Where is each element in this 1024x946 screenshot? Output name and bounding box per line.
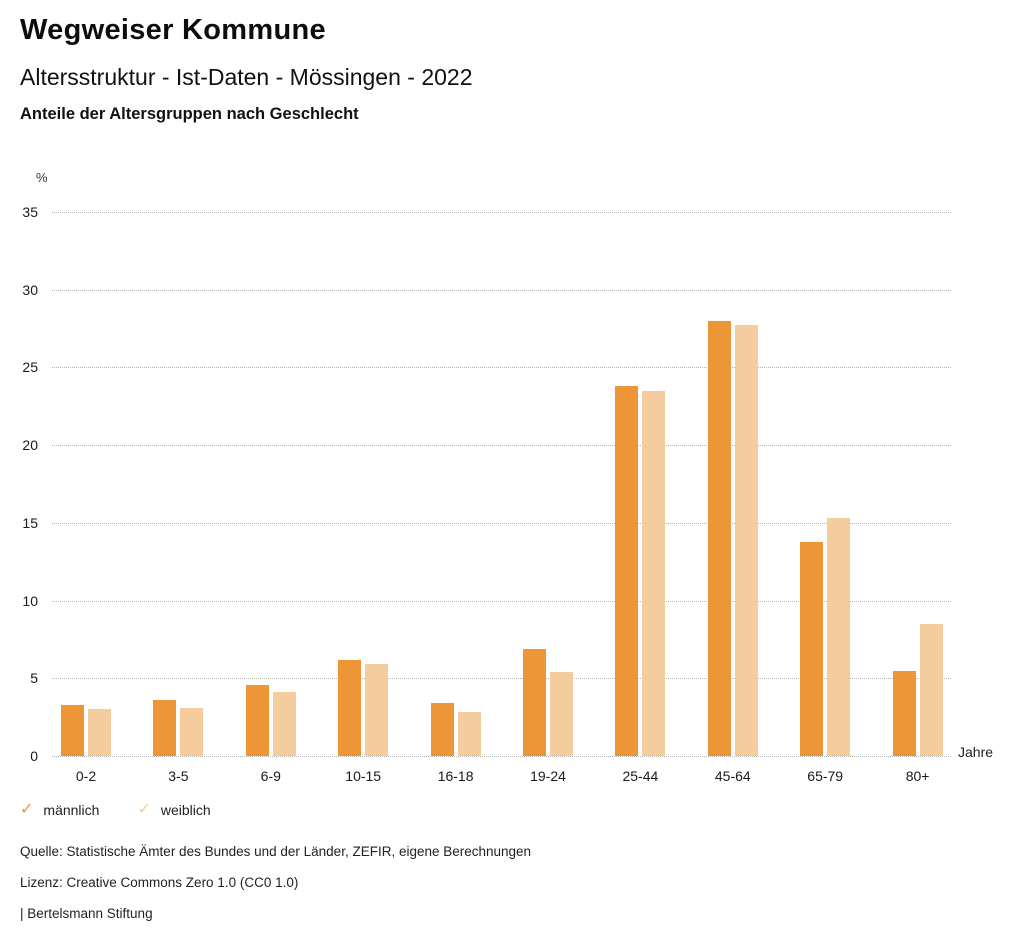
chart-subtitle: Altersstruktur - Ist-Daten - Mössingen -… <box>20 64 473 90</box>
bar-männlich-3-5[interactable] <box>153 700 177 756</box>
bar-männlich-25-44[interactable] <box>615 386 639 756</box>
y-axis-tick-label: 30 <box>22 281 38 298</box>
license-note: Lizenz: Creative Commons Zero 1.0 (CC0 1… <box>20 875 299 890</box>
bar-weiblich-3-5[interactable] <box>180 707 204 756</box>
bar-männlich-45-64[interactable] <box>707 320 731 756</box>
x-axis-category-label: 3-5 <box>168 768 189 784</box>
x-axis-category-label: 6-9 <box>260 768 281 784</box>
bar-männlich-16-18[interactable] <box>430 703 454 756</box>
gridline <box>52 212 951 213</box>
publisher-note: | Bertelsmann Stiftung <box>20 906 153 921</box>
app-title: Wegweiser Kommune <box>20 14 326 46</box>
x-axis-category-label: 16-18 <box>437 768 474 784</box>
legend-item-maennlich[interactable]: ✓ männlich <box>20 801 100 819</box>
checkmark-icon: ✓ <box>20 801 34 818</box>
y-axis-tick-label: 35 <box>22 204 38 220</box>
bar-weiblich-10-15[interactable] <box>365 664 389 756</box>
gridline <box>52 678 951 680</box>
bar-weiblich-6-9[interactable] <box>272 692 296 756</box>
y-axis-tick-label: 20 <box>22 437 38 454</box>
x-axis-category-label: 0-2 <box>75 768 97 784</box>
legend-label-weiblich: weiblich <box>160 802 211 818</box>
x-axis-category-label: 19-24 <box>530 768 566 784</box>
gridline <box>52 367 951 369</box>
bar-männlich-0-2[interactable] <box>61 704 84 756</box>
gridline <box>52 600 951 602</box>
x-axis-unit-label: Jahre <box>958 744 994 760</box>
gridline <box>52 445 951 447</box>
bar-männlich-80+[interactable] <box>892 670 916 756</box>
source-note: Quelle: Statistische Ämter des Bundes un… <box>20 844 532 859</box>
y-axis-tick-label: 15 <box>22 514 38 531</box>
chart-caption: Anteile der Altersgruppen nach Geschlech… <box>20 105 359 123</box>
bar-männlich-19-24[interactable] <box>523 648 546 756</box>
bar-männlich-6-9[interactable] <box>245 684 269 756</box>
bar-weiblich-0-2[interactable] <box>88 709 111 756</box>
y-axis-tick-label: 5 <box>30 670 38 687</box>
x-axis-category-label: 80+ <box>905 768 930 784</box>
bar-weiblich-45-64[interactable] <box>734 325 758 756</box>
bar-chart: 0 5 10 15 20 25 30 35 0-2 3-5 6-9 10-15 16-18 19-24 2… <box>0 204 1024 784</box>
y-axis-tick-label: 10 <box>22 592 38 609</box>
gridline <box>52 756 951 757</box>
bar-weiblich-80+[interactable] <box>919 623 943 756</box>
legend-item-weiblich[interactable]: ✓ weiblich <box>137 801 211 819</box>
bar-weiblich-65-79[interactable] <box>827 518 851 756</box>
legend-label-maennlich: männlich <box>43 802 100 818</box>
gridline <box>52 522 951 524</box>
x-axis-category-label: 45-64 <box>714 768 751 784</box>
gridline <box>52 289 951 291</box>
y-axis-tick-label: 25 <box>22 359 38 376</box>
bar-weiblich-16-18[interactable] <box>457 712 481 756</box>
plot-area: 0-2 3-5 6-9 10-15 16-18 19-24 25-44 45-64 65-79 8… <box>52 212 951 784</box>
bar-weiblich-25-44[interactable] <box>642 390 666 756</box>
legend: ✓ männlich ✓ weiblich <box>20 801 211 819</box>
y-axis: 0 5 10 15 20 25 30 35 <box>0 204 38 764</box>
x-axis-category-label: 65-79 <box>807 768 844 784</box>
y-axis-tick-label: 0 <box>30 748 38 764</box>
y-axis-unit-label: % <box>36 170 48 185</box>
x-axis-category-label: 25-44 <box>622 768 659 784</box>
checkmark-icon: ✓ <box>137 801 151 818</box>
bar-männlich-10-15[interactable] <box>338 659 362 756</box>
x-axis-category-label: 10-15 <box>345 768 382 784</box>
bar-weiblich-19-24[interactable] <box>550 672 573 756</box>
bar-männlich-65-79[interactable] <box>800 541 824 756</box>
